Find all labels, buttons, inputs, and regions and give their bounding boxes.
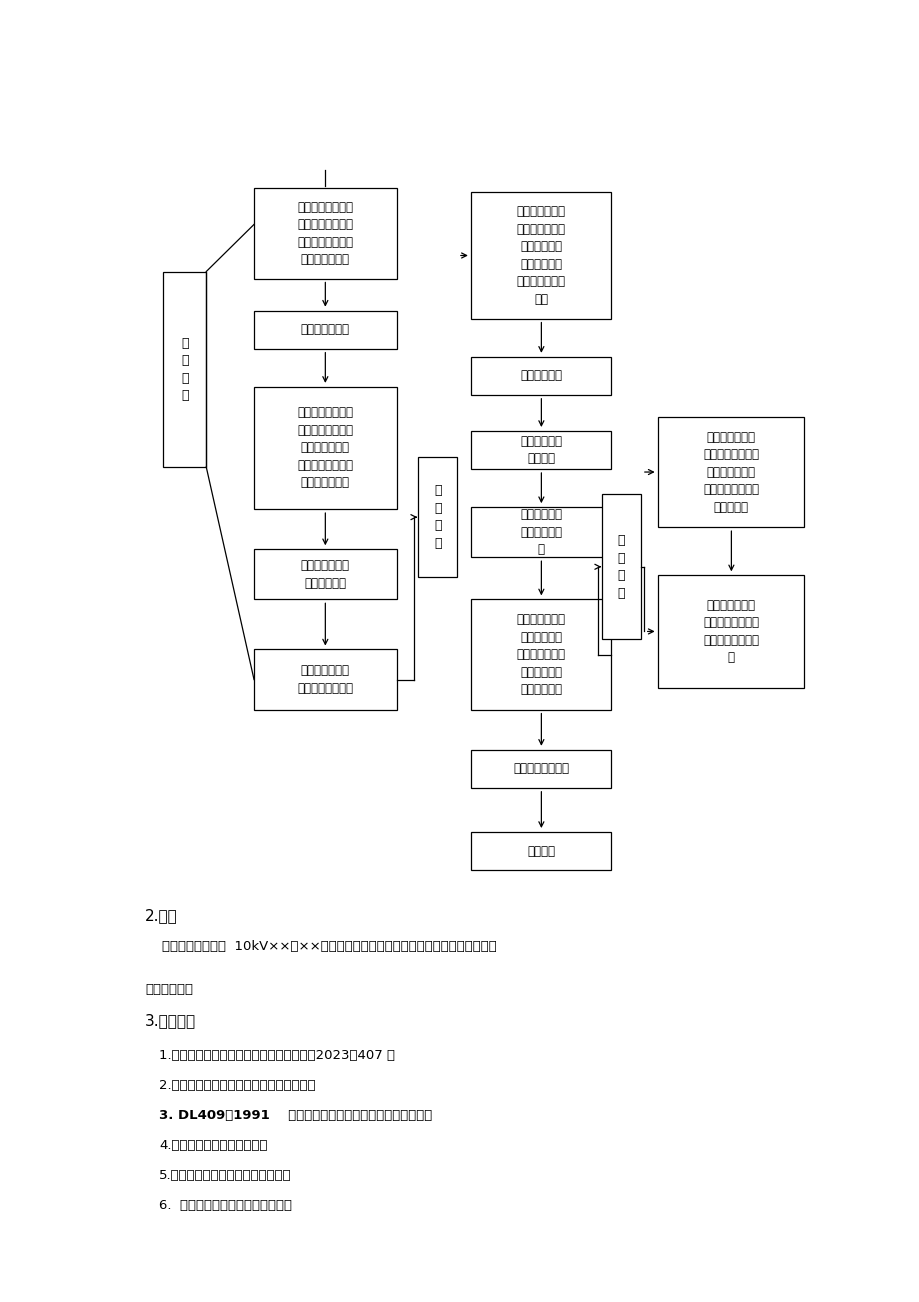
Text: 开头作业并履
行工作监护制
度: 开头作业并履 行工作监护制 度 bbox=[520, 508, 562, 556]
FancyBboxPatch shape bbox=[254, 311, 396, 349]
Text: 作
业
阶
段: 作 业 阶 段 bbox=[434, 484, 441, 549]
FancyBboxPatch shape bbox=[254, 549, 396, 599]
FancyBboxPatch shape bbox=[471, 431, 610, 469]
Text: 本作业指导书针对  10kV××线××号配电线路装柱上断路器工作制定指导书，仅适用: 本作业指导书针对 10kV××线××号配电线路装柱上断路器工作制定指导书，仅适用 bbox=[145, 940, 496, 953]
Text: 3.引用文件: 3.引用文件 bbox=[145, 1013, 196, 1029]
Text: 对指导书的符合
性、科操作性进展
评估，提出改进意
见: 对指导书的符合 性、科操作性进展 评估，提出改进意 见 bbox=[703, 599, 758, 664]
Text: 2.《电力安全工作规程》（电力线路局部）: 2.《电力安全工作规程》（电力线路局部） bbox=[159, 1078, 315, 1091]
Text: 准
备
阶
段: 准 备 阶 段 bbox=[181, 336, 188, 402]
Text: 作业完毕，对作
业现场检查验
收无误后，撤除
接地线及现场
关心安全措施: 作业完毕，对作 业现场检查验 收无误后，撤除 接地线及现场 关心安全措施 bbox=[516, 613, 565, 697]
FancyBboxPatch shape bbox=[471, 357, 610, 395]
Text: 履行许可手续: 履行许可手续 bbox=[520, 370, 562, 383]
Text: 1.《安全生产工作治理规定》国家电网总（2023）407 号: 1.《安全生产工作治理规定》国家电网总（2023）407 号 bbox=[159, 1048, 395, 1061]
Text: 于该项工作。: 于该项工作。 bbox=[145, 983, 193, 996]
Text: 召开班后会准时
总结当天工作、进
展技术资料整理
归档，并对本次作
业进展评价: 召开班后会准时 总结当天工作、进 展技术资料整理 归档，并对本次作 业进展评价 bbox=[703, 431, 758, 513]
FancyBboxPatch shape bbox=[658, 417, 803, 527]
FancyBboxPatch shape bbox=[471, 508, 610, 557]
Text: 恢复送电: 恢复送电 bbox=[527, 845, 555, 858]
FancyBboxPatch shape bbox=[471, 832, 610, 870]
FancyBboxPatch shape bbox=[254, 387, 396, 509]
FancyBboxPatch shape bbox=[601, 493, 641, 639]
Text: 履行工作终结手续: 履行工作终结手续 bbox=[513, 762, 569, 775]
Text: 3. DL409－1991    《电力安全工作规程》（热力机械局部）: 3. DL409－1991 《电力安全工作规程》（热力机械局部） bbox=[159, 1109, 432, 1121]
FancyBboxPatch shape bbox=[471, 599, 610, 710]
Text: 6.  《架空配电线路设计技术规程》: 6. 《架空配电线路设计技术规程》 bbox=[159, 1199, 292, 1212]
Text: 并填写作业票，研
究安全组织措施、
技术措施、危急点
分析及预控措施: 并填写作业票，研 究安全组织措施、 技术措施、危急点 分析及预控措施 bbox=[297, 201, 353, 266]
Text: 依据作业任务、现
场查勘作业票，编
写标准化作业指
导书并逐级审批，
填写签发工作票: 依据作业任务、现 场查勘作业票，编 写标准化作业指 导书并逐级审批， 填写签发工… bbox=[297, 406, 353, 490]
Text: 召开班前会学习
本作业指导书: 召开班前会学习 本作业指导书 bbox=[301, 559, 349, 590]
Text: 依据本作业指导
书预备工具、材料: 依据本作业指导 书预备工具、材料 bbox=[297, 664, 353, 695]
Text: 2.范围: 2.范围 bbox=[145, 909, 177, 923]
FancyBboxPatch shape bbox=[471, 193, 610, 319]
Text: 5.《架空配电线路及设备运行规程》: 5.《架空配电线路及设备运行规程》 bbox=[159, 1169, 291, 1182]
Text: 4.《电力建设安全工作规程》: 4.《电力建设安全工作规程》 bbox=[159, 1139, 267, 1152]
Text: 不知现场关心
安全措施: 不知现场关心 安全措施 bbox=[520, 435, 562, 465]
Text: 填写停电申请单: 填写停电申请单 bbox=[301, 323, 349, 336]
FancyBboxPatch shape bbox=[471, 750, 610, 788]
FancyBboxPatch shape bbox=[417, 457, 457, 577]
Text: 由运行单位（现
场许可人）依据
操作票所列工
作内容执行停
电、验电、挂接
地线: 由运行单位（现 场许可人）依据 操作票所列工 作内容执行停 电、验电、挂接 地线 bbox=[516, 206, 565, 306]
Text: 总
结
阶
段: 总 结 阶 段 bbox=[618, 534, 625, 599]
FancyBboxPatch shape bbox=[164, 272, 206, 467]
FancyBboxPatch shape bbox=[658, 575, 803, 687]
FancyBboxPatch shape bbox=[254, 650, 396, 710]
FancyBboxPatch shape bbox=[254, 189, 396, 279]
